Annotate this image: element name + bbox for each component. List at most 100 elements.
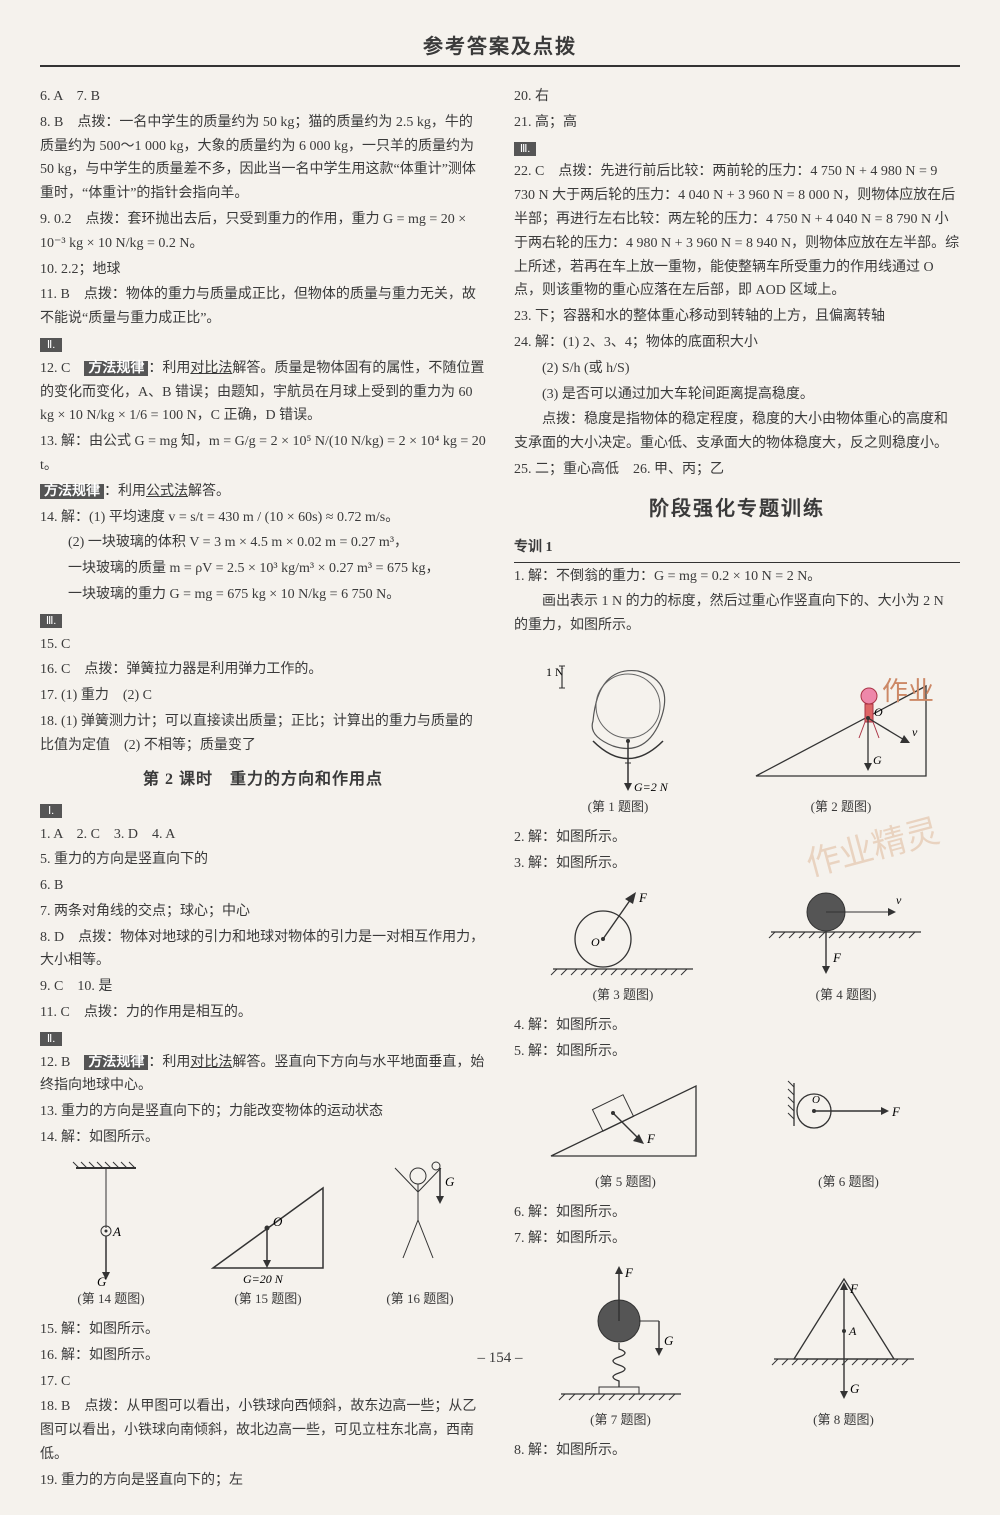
training-t8: 8. 解：如图所示。 bbox=[514, 1439, 960, 1463]
answer-14c: 一块玻璃的质量 m = ρV = 2.5 × 10³ kg/m³ × 0.27 … bbox=[40, 557, 486, 581]
answer-r24c: (3) 是否可以通过加大车轮间距离提高稳度。 bbox=[514, 383, 960, 407]
fig16-svg: G bbox=[375, 1158, 465, 1288]
figure-row-7-8: F G (第 7 题图) A bbox=[514, 1259, 960, 1431]
fig5-svg: F bbox=[541, 1071, 711, 1171]
fig16-caption: (第 16 题图) bbox=[375, 1288, 465, 1310]
fig8-caption: (第 8 题图) bbox=[764, 1409, 924, 1431]
figure-5: F (第 5 题图) bbox=[541, 1071, 711, 1193]
svg-text:v: v bbox=[912, 725, 918, 739]
section-marker-r3: Ⅲ. bbox=[514, 142, 536, 156]
training-t1b: 画出表示 1 N 的力的标度，然后过重心作竖直向下的、大小为 2 N 的重力，如… bbox=[514, 590, 960, 638]
page-title: 参考答案及点拨 bbox=[40, 30, 960, 67]
fig2-caption: (第 2 题图) bbox=[746, 796, 936, 818]
svg-text:G: G bbox=[97, 1274, 107, 1288]
answer-s5: 5. 重力的方向是竖直向下的 bbox=[40, 848, 486, 872]
figure-4: v F (第 4 题图) bbox=[761, 884, 931, 1006]
answer-17: 17. (1) 重力 (2) C bbox=[40, 684, 486, 708]
fig4-caption: (第 4 题图) bbox=[761, 984, 931, 1006]
answer-13: 13. 解：由公式 G = mg 知，m = G/g = 2 × 10⁵ N/(… bbox=[40, 430, 486, 478]
special-training-heading: 阶段强化专题训练 bbox=[514, 492, 960, 526]
answer-12: 12. C 方法规律：利用对比法解答。质量是物体固有的属性，不随位置的变化而变化… bbox=[40, 357, 486, 428]
section-marker-i: Ⅰ. bbox=[40, 804, 62, 818]
svg-text:F: F bbox=[624, 1265, 634, 1280]
answer-s15: 15. 解：如图所示。 bbox=[40, 1318, 486, 1342]
figure-row-3-4: O F (第 3 题图) v bbox=[514, 884, 960, 1006]
svg-text:A: A bbox=[848, 1324, 857, 1338]
svg-text:G: G bbox=[664, 1333, 674, 1348]
answer-s6: 6. B bbox=[40, 874, 486, 898]
answer-s18: 18. B 点拨：从甲图可以看出，小铁球向西倾斜，故东边高一些；从乙图可以看出，… bbox=[40, 1395, 486, 1466]
answer-14b: (2) 一块玻璃的体积 V = 3 m × 4.5 m × 0.02 m = 0… bbox=[40, 531, 486, 555]
answer-12-prefix: 12. C bbox=[40, 361, 84, 376]
training-t3: 3. 解：如图所示。 bbox=[514, 852, 960, 876]
svg-text:作业: 作业 bbox=[882, 677, 934, 706]
answer-r23: 23. 下；容器和水的整体重心移动到转轴的上方，且偏离转轴 bbox=[514, 305, 960, 329]
figure-15: O G=20 N (第 15 题图) bbox=[203, 1168, 333, 1310]
training-t5: 5. 解：如图所示。 bbox=[514, 1040, 960, 1064]
svg-text:v: v bbox=[896, 893, 902, 907]
answer-10: 10. 2.2；地球 bbox=[40, 258, 486, 282]
svg-text:G=2 N: G=2 N bbox=[634, 780, 669, 794]
figure-row-14-16: A G (第 14 题图) O G=20 N bbox=[40, 1158, 486, 1310]
svg-text:F: F bbox=[832, 950, 842, 965]
answer-8: 8. B 点拨：一名中学生的质量约为 50 kg；猫的质量约为 2.5 kg，牛… bbox=[40, 111, 486, 206]
answer-14d: 一块玻璃的重力 G = mg = 675 kg × 10 N/kg = 6 75… bbox=[40, 583, 486, 607]
lesson-2-heading: 第 2 课时 重力的方向和作用点 bbox=[40, 766, 486, 793]
svg-text:G: G bbox=[873, 753, 882, 767]
section-marker-ii: Ⅱ. bbox=[40, 1032, 62, 1046]
fig14-caption: (第 14 题图) bbox=[61, 1288, 161, 1310]
page-number: – 154 – bbox=[0, 1350, 1000, 1367]
fig3-svg: O F bbox=[543, 884, 703, 984]
answer-13-body: ：利用公式法解答。 bbox=[104, 484, 230, 499]
answer-6-7: 6. A 7. B bbox=[40, 85, 486, 109]
fig6-caption: (第 6 题图) bbox=[764, 1171, 934, 1193]
method-rule-label-2: 方法规律 bbox=[40, 484, 104, 499]
fig1-svg: 1 N G=2 N bbox=[538, 646, 698, 796]
answer-s19: 19. 重力的方向是竖直向下的；左 bbox=[40, 1469, 486, 1493]
training-t4: 4. 解：如图所示。 bbox=[514, 1014, 960, 1038]
answer-16: 16. C 点拨：弹簧拉力器是利用弹力工作的。 bbox=[40, 658, 486, 682]
svg-text:1 N: 1 N bbox=[546, 665, 564, 679]
training-1-label: 专训 1 bbox=[514, 536, 960, 563]
training-t2: 2. 解：如图所示。 bbox=[514, 826, 960, 850]
figure-row-1-2: 1 N G=2 N (第 1 题图) bbox=[514, 646, 960, 818]
svg-text:O: O bbox=[273, 1214, 283, 1229]
fig15-svg: O G=20 N bbox=[203, 1168, 333, 1288]
figure-7: F G (第 7 题图) bbox=[551, 1259, 691, 1431]
svg-text:F: F bbox=[849, 1281, 859, 1296]
fig15-caption: (第 15 题图) bbox=[203, 1288, 333, 1310]
figure-row-5-6: F (第 5 题图) O F (第 6 题图) bbox=[514, 1071, 960, 1193]
answer-r21: 21. 高；高 bbox=[514, 111, 960, 135]
method-rule-label-3: 方法规律 bbox=[84, 1055, 148, 1070]
answer-11: 11. B 点拨：物体的重力与质量成正比，但物体的质量与重力无关，故不能说“质量… bbox=[40, 283, 486, 331]
figure-14: A G (第 14 题图) bbox=[61, 1158, 161, 1310]
svg-text:F: F bbox=[646, 1131, 656, 1146]
answer-18: 18. (1) 弹簧测力计；可以直接读出质量；正比；计算出的重力与质量的比值为定… bbox=[40, 710, 486, 758]
figure-3: O F (第 3 题图) bbox=[543, 884, 703, 1006]
svg-text:G: G bbox=[850, 1381, 860, 1396]
answer-r25: 25. 二；重心高低 26. 甲、丙；乙 bbox=[514, 458, 960, 482]
page-container: 参考答案及点拨 6. A 7. B 8. B 点拨：一名中学生的质量约为 50 … bbox=[0, 0, 1000, 1515]
svg-text:F: F bbox=[638, 890, 648, 905]
answer-s1: 1. A 2. C 3. D 4. A bbox=[40, 823, 486, 847]
section-marker-3: Ⅲ. bbox=[40, 614, 62, 628]
svg-text:A: A bbox=[112, 1224, 121, 1239]
svg-text:O: O bbox=[874, 705, 883, 719]
figure-8: A F G (第 8 题图) bbox=[764, 1259, 924, 1431]
answer-s14: 14. 解：如图所示。 bbox=[40, 1126, 486, 1150]
fig14-svg: A G bbox=[61, 1158, 161, 1288]
answer-14: 14. 解：(1) 平均速度 v = s/t = 430 m / (10 × 6… bbox=[40, 506, 486, 530]
answer-r24d: 点拨：稳度是指物体的稳定程度，稳度的大小由物体重心的高度和支承面的大小决定。重心… bbox=[514, 408, 960, 456]
fig6-svg: O F bbox=[764, 1071, 934, 1171]
right-column: 20. 右 21. 高；高 Ⅲ. 22. C 点拨：先进行前后比较：两前轮的压力… bbox=[514, 85, 960, 1495]
answer-s17: 17. C bbox=[40, 1370, 486, 1394]
answer-r20: 20. 右 bbox=[514, 85, 960, 109]
answer-9: 9. 0.2 点拨：套环抛出去后，只受到重力的作用，重力 G = mg = 20… bbox=[40, 208, 486, 256]
answer-s7: 7. 两条对角线的交点；球心；中心 bbox=[40, 900, 486, 924]
answer-r24b: (2) S/h (或 h/S) bbox=[514, 357, 960, 381]
fig7-caption: (第 7 题图) bbox=[551, 1409, 691, 1431]
answer-r24: 24. 解：(1) 2、3、4；物体的底面积大小 bbox=[514, 331, 960, 355]
svg-text:F: F bbox=[891, 1104, 901, 1119]
method-rule-label: 方法规律 bbox=[84, 361, 148, 376]
fig4-svg: v F bbox=[761, 884, 931, 984]
